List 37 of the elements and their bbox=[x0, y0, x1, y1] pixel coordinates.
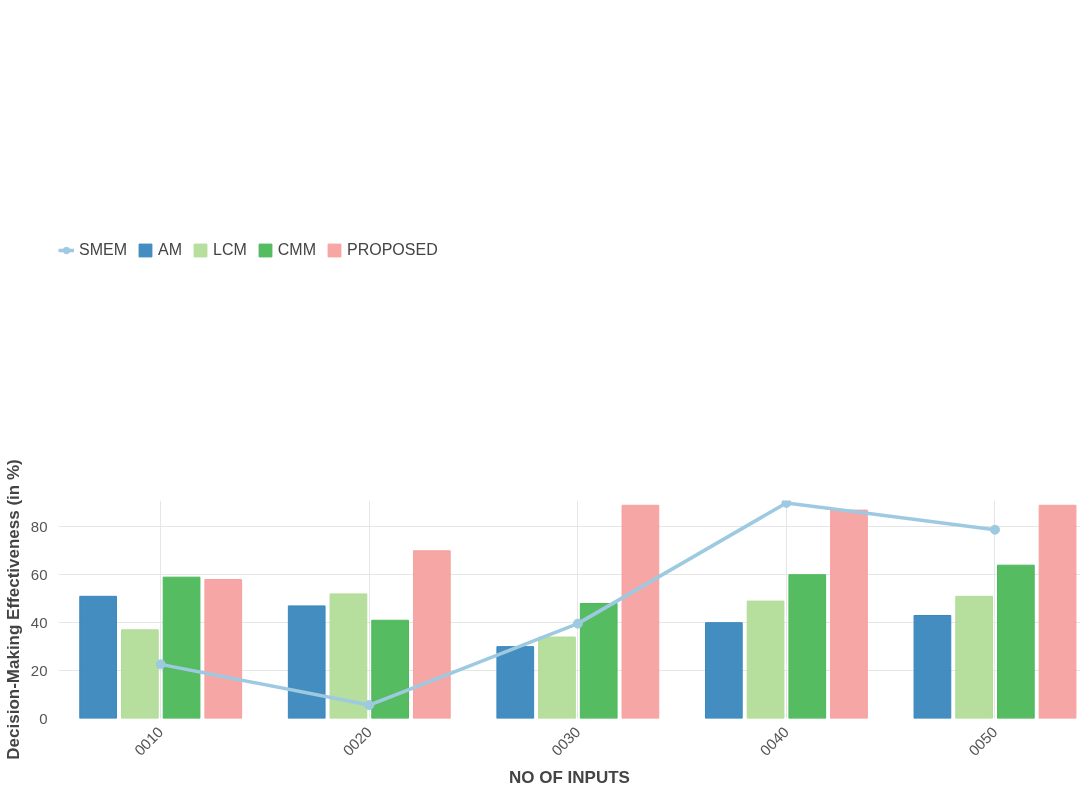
y-axis-title: Decision-Making Effectiveness (in %) bbox=[3, 459, 23, 760]
bar bbox=[329, 593, 368, 719]
y-tick-label: 80 bbox=[30, 517, 48, 535]
y-tick-label: 40 bbox=[30, 613, 48, 631]
bar bbox=[579, 603, 618, 719]
legend-label: SMEM bbox=[79, 241, 127, 259]
bar bbox=[1038, 504, 1077, 719]
bar bbox=[412, 550, 451, 719]
bar bbox=[162, 576, 201, 719]
bar bbox=[996, 564, 1035, 719]
point bbox=[781, 500, 792, 508]
legend-label: PROPOSED bbox=[347, 241, 438, 259]
y-tick-label: 20 bbox=[30, 661, 48, 679]
bar bbox=[496, 646, 535, 719]
bar bbox=[621, 504, 660, 719]
bar bbox=[788, 574, 827, 719]
point bbox=[572, 618, 583, 629]
bar bbox=[204, 579, 243, 719]
bar bbox=[913, 614, 952, 719]
point bbox=[989, 524, 1000, 535]
bar bbox=[371, 619, 409, 719]
bar bbox=[287, 605, 326, 719]
bar bbox=[830, 509, 868, 719]
legend-label: AM bbox=[158, 241, 182, 259]
bar bbox=[746, 600, 785, 719]
bar bbox=[79, 595, 117, 719]
bar bbox=[538, 636, 576, 719]
bar bbox=[955, 595, 993, 719]
point bbox=[155, 659, 166, 670]
y-tick-label: 60 bbox=[30, 565, 48, 583]
bar bbox=[120, 629, 159, 719]
x-axis-title: NO OF INPUTS bbox=[509, 768, 630, 788]
point bbox=[364, 700, 375, 711]
bar bbox=[704, 622, 743, 719]
y-tick-label: 0 bbox=[39, 709, 48, 727]
legend-label: CMM bbox=[277, 241, 316, 259]
legend-label: LCM bbox=[213, 241, 247, 259]
